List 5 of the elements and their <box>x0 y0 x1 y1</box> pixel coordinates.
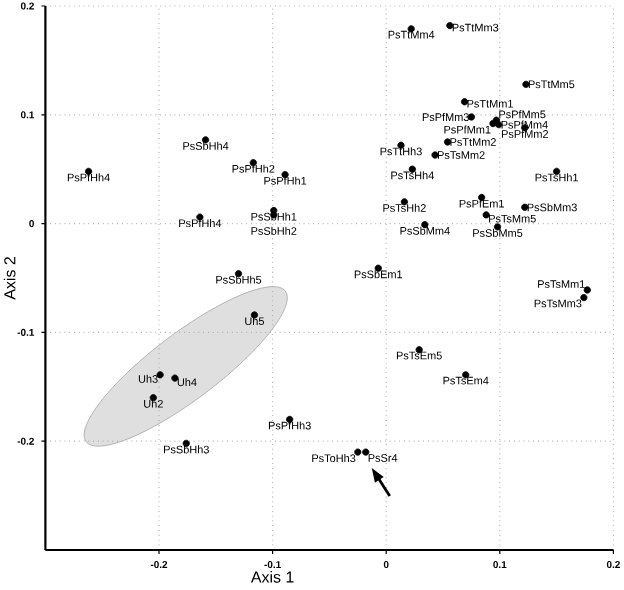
point <box>580 294 588 302</box>
point <box>583 286 591 294</box>
point <box>482 211 490 219</box>
point <box>362 448 370 456</box>
point <box>354 448 362 456</box>
